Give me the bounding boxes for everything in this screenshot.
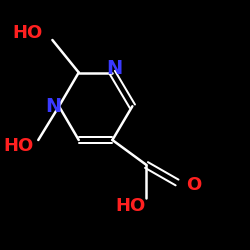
Text: N: N (106, 59, 123, 78)
Text: HO: HO (3, 137, 34, 155)
Text: HO: HO (115, 197, 145, 215)
Text: HO: HO (13, 24, 43, 42)
Text: N: N (45, 97, 61, 116)
Text: O: O (186, 176, 202, 194)
